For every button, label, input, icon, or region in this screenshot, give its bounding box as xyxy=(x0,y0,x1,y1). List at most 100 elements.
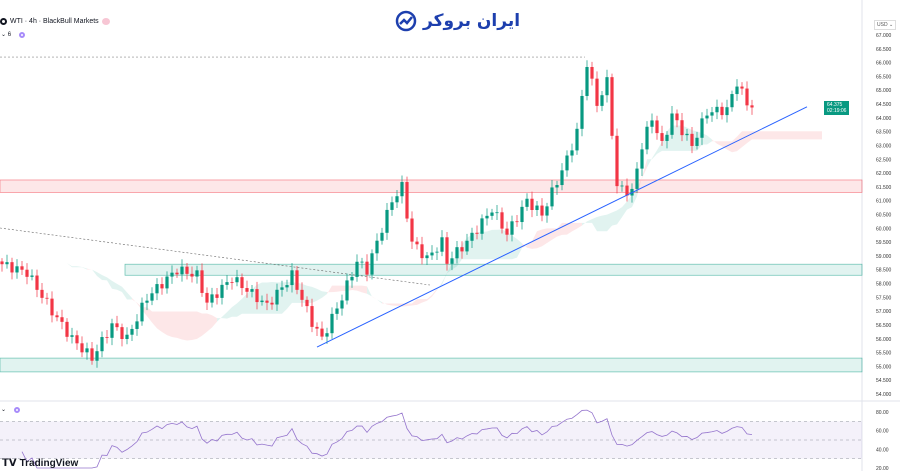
ichimoku-cloud-segment xyxy=(712,139,717,144)
candle-body xyxy=(540,205,544,216)
ichimoku-cloud-segment xyxy=(162,311,167,336)
currency-select[interactable]: USD ⌄ xyxy=(874,20,897,30)
rsi-tick-label: 60.00 xyxy=(876,429,889,435)
candle-body xyxy=(140,302,144,322)
ichimoku-cloud-segment xyxy=(377,299,382,304)
candle-body xyxy=(445,237,449,264)
candle-body xyxy=(550,187,554,207)
indicator-count: 6 xyxy=(7,32,12,38)
price-tick-label: 64.500 xyxy=(876,102,892,108)
candle-body xyxy=(400,182,404,197)
candle-body xyxy=(305,299,309,307)
candle-body xyxy=(325,333,329,337)
indicator-icon[interactable] xyxy=(19,31,26,38)
candle-body xyxy=(740,86,744,89)
candle-body xyxy=(680,120,684,136)
ichimoku-cloud-segment xyxy=(72,266,77,268)
ichimoku-cloud-segment xyxy=(322,291,327,298)
candle-body xyxy=(345,280,349,301)
ichimoku-cloud-segment xyxy=(412,299,417,306)
ichimoku-cloud-segment xyxy=(742,131,747,148)
candle-body xyxy=(430,252,434,256)
candle-body xyxy=(495,212,499,214)
price-tick-label: 57.500 xyxy=(876,295,892,301)
candle-body xyxy=(225,282,229,285)
market-status-icon[interactable] xyxy=(101,18,110,25)
broker-logo: ایران بروکر xyxy=(395,10,520,32)
tradingview-logo[interactable]: 𝗧𝗩 TradingView xyxy=(2,458,78,469)
candle-body xyxy=(640,149,644,169)
candle-body xyxy=(70,335,74,337)
ichimoku-cloud-segment xyxy=(267,282,272,314)
logo-trend-icon xyxy=(395,10,417,32)
ichimoku-cloud-segment xyxy=(232,303,237,317)
ichimoku-cloud-segment xyxy=(597,215,602,232)
rsi-indicator-icon[interactable] xyxy=(14,406,21,413)
candle-body xyxy=(175,272,179,275)
candle-body xyxy=(45,297,49,299)
candle-body xyxy=(155,284,159,294)
ichimoku-cloud-segment xyxy=(502,229,507,260)
ichimoku-cloud-segment xyxy=(107,277,112,289)
candle-body xyxy=(240,277,244,289)
symbol-logo-icon xyxy=(0,18,7,25)
ichimoku-cloud-segment xyxy=(352,285,357,291)
candle-body xyxy=(0,261,4,265)
candle-body xyxy=(510,221,514,235)
candle-body xyxy=(320,328,324,337)
ichimoku-cloud-segment xyxy=(332,285,337,293)
price-tick-label: 66.500 xyxy=(876,47,892,53)
candle-body xyxy=(415,241,419,245)
price-tick-label: 60.000 xyxy=(876,226,892,232)
candle-body xyxy=(60,317,64,322)
rsi-tick-label: 80.00 xyxy=(876,410,889,416)
candle-body xyxy=(75,335,79,344)
price-tick-label: 61.000 xyxy=(876,199,892,205)
indicators-toggle[interactable]: ⌄ 6 xyxy=(1,31,26,38)
candle-body xyxy=(520,206,524,223)
rsi-band xyxy=(0,421,862,459)
ichimoku-cloud-segment xyxy=(617,207,622,225)
candle-body xyxy=(210,294,214,303)
ichimoku-cloud-segment xyxy=(182,311,187,341)
candle-body xyxy=(590,66,594,79)
rsi-chevron[interactable]: ⌄ xyxy=(1,407,7,413)
ichimoku-cloud-segment xyxy=(237,298,242,317)
candle-body xyxy=(135,321,139,329)
ichimoku-cloud-segment xyxy=(247,289,252,314)
candle-body xyxy=(555,185,559,188)
candle-body xyxy=(535,205,539,211)
price-tick-label: 58.000 xyxy=(876,282,892,288)
candle-body xyxy=(85,348,89,353)
ichimoku-cloud-segment xyxy=(112,280,117,290)
candle-body xyxy=(205,292,209,303)
candle-body xyxy=(455,247,459,259)
rsi-header[interactable]: ⌄ xyxy=(1,406,21,413)
price-tick-label: 61.500 xyxy=(876,185,892,191)
candle-body xyxy=(525,198,529,207)
rsi-tick-label: 40.00 xyxy=(876,447,889,453)
ichimoku-cloud-segment xyxy=(782,131,787,140)
ichimoku-cloud-segment xyxy=(487,229,492,260)
candle-body xyxy=(295,270,299,290)
trend-line xyxy=(316,106,808,348)
price-tick-label: 57.000 xyxy=(876,309,892,315)
ichimoku-cloud-segment xyxy=(492,229,497,260)
price-tick-label: 55.000 xyxy=(876,364,892,370)
ichimoku-cloud-segment xyxy=(97,272,102,281)
ichimoku-cloud-segment xyxy=(417,299,422,305)
ichimoku-cloud-segment xyxy=(557,222,562,237)
candle-body xyxy=(655,120,659,134)
ichimoku-cloud-segment xyxy=(432,288,437,297)
candle-body xyxy=(385,209,389,233)
candle-body xyxy=(675,113,679,121)
candle-body xyxy=(200,270,204,293)
candle-body xyxy=(40,289,44,298)
ichimoku-cloud-segment xyxy=(447,262,452,274)
symbol-header[interactable]: WTI · 4h · BlackBull Markets xyxy=(0,18,110,25)
candle-body xyxy=(565,155,569,171)
ichimoku-cloud-segment xyxy=(187,311,192,341)
indicators-chevron[interactable]: ⌄ 6 xyxy=(1,32,12,38)
candle-body xyxy=(725,107,729,116)
